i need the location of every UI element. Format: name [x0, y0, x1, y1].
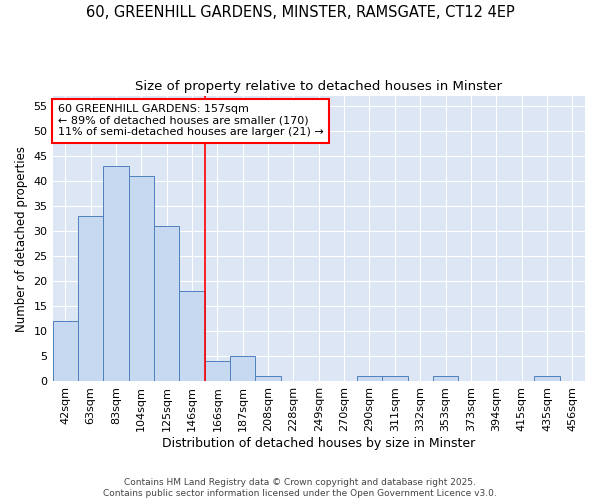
X-axis label: Distribution of detached houses by size in Minster: Distribution of detached houses by size … [162, 437, 475, 450]
Title: Size of property relative to detached houses in Minster: Size of property relative to detached ho… [135, 80, 502, 93]
Bar [357, 376, 382, 382]
Text: 60 GREENHILL GARDENS: 157sqm
← 89% of detached houses are smaller (170)
11% of s: 60 GREENHILL GARDENS: 157sqm ← 89% of de… [58, 104, 323, 138]
Bar [179, 291, 205, 382]
Bar [154, 226, 179, 382]
Bar [103, 166, 128, 382]
Y-axis label: Number of detached properties: Number of detached properties [15, 146, 28, 332]
Bar [382, 376, 407, 382]
Bar [205, 362, 230, 382]
Bar [53, 322, 78, 382]
Text: Contains HM Land Registry data © Crown copyright and database right 2025.
Contai: Contains HM Land Registry data © Crown c… [103, 478, 497, 498]
Text: 60, GREENHILL GARDENS, MINSTER, RAMSGATE, CT12 4EP: 60, GREENHILL GARDENS, MINSTER, RAMSGATE… [86, 5, 514, 20]
Bar [534, 376, 560, 382]
Bar [128, 176, 154, 382]
Bar [256, 376, 281, 382]
Bar [78, 216, 103, 382]
Bar [433, 376, 458, 382]
Bar [230, 356, 256, 382]
